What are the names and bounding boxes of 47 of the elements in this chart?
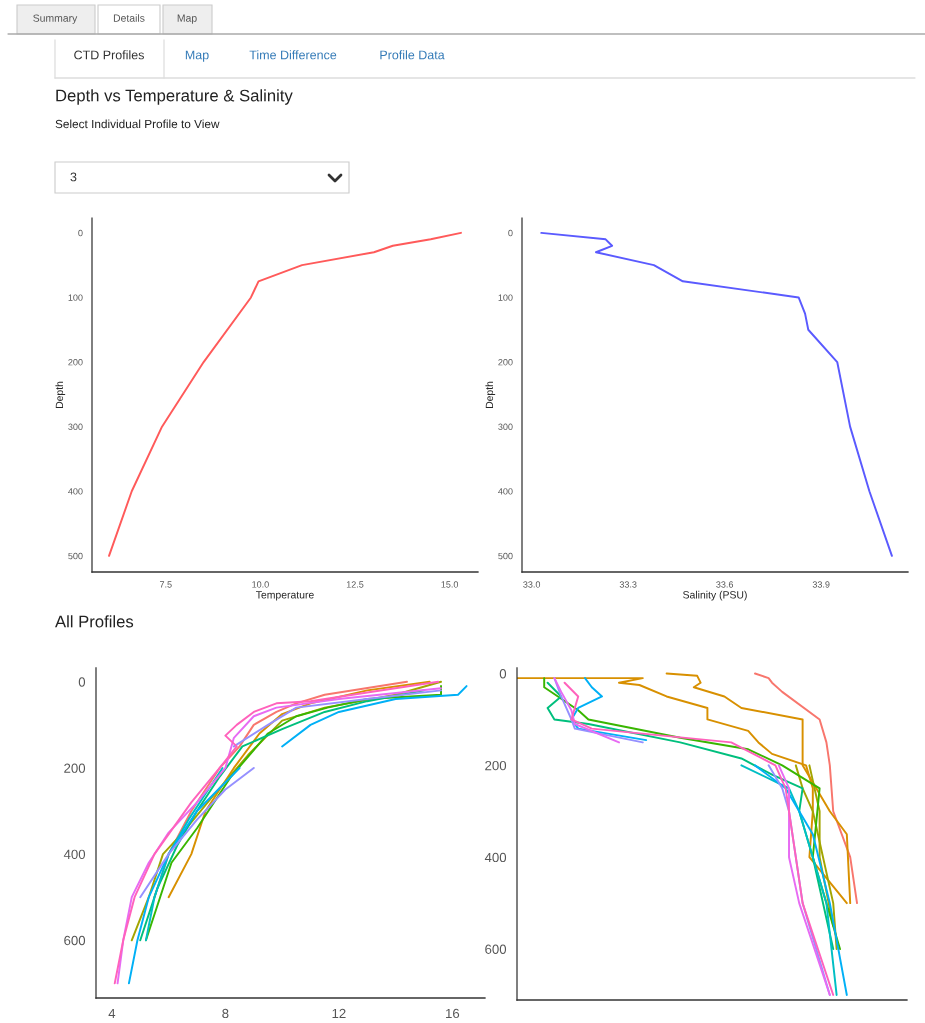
x-tick-label: 15.0 bbox=[441, 581, 459, 588]
y-axis-title: Depth bbox=[485, 381, 496, 409]
y-tick-label: 200 bbox=[485, 760, 507, 771]
y-tick-label: 200 bbox=[68, 359, 83, 366]
text: 3 bbox=[70, 172, 77, 182]
y-tick-label: 0 bbox=[78, 229, 83, 237]
y-tick-label: 100 bbox=[68, 294, 83, 301]
y-tick-label: 600 bbox=[64, 935, 86, 946]
text: Time Difference bbox=[249, 50, 337, 60]
y-tick-label: 0 bbox=[499, 669, 507, 679]
y-axis-title: Depth bbox=[55, 381, 66, 409]
x-tick-label: 33.6 bbox=[716, 581, 734, 588]
text: Details bbox=[113, 14, 145, 22]
y-tick-label: 400 bbox=[63, 849, 86, 860]
x-tick-label: 16 bbox=[446, 1008, 460, 1019]
chart-title: All Profiles bbox=[55, 615, 134, 628]
x-tick-label: 7.5 bbox=[159, 581, 172, 588]
y-tick-label: 0 bbox=[78, 677, 86, 687]
x-tick-label: 33.3 bbox=[619, 581, 637, 588]
y-tick-label: 300 bbox=[68, 423, 83, 431]
x-tick-label: 12 bbox=[332, 1008, 346, 1018]
text: Map bbox=[177, 14, 197, 24]
text: Summary bbox=[33, 14, 78, 24]
y-tick-label: 500 bbox=[498, 552, 513, 560]
y-tick-label: 400 bbox=[484, 852, 507, 863]
y-tick-label: 0 bbox=[508, 229, 513, 237]
text: CTD Profiles bbox=[74, 50, 144, 60]
y-tick-label: 400 bbox=[498, 488, 513, 495]
y-tick-label: 600 bbox=[485, 944, 507, 954]
text: Profile Data bbox=[380, 50, 445, 60]
y-tick-label: 200 bbox=[498, 359, 513, 366]
y-tick-label: 400 bbox=[68, 488, 83, 495]
chart-title: Depth vs Temperature & Salinity bbox=[56, 89, 293, 105]
x-tick-label: 10.0 bbox=[252, 581, 269, 588]
y-tick-label: 300 bbox=[498, 423, 513, 431]
x-tick-label: 4 bbox=[108, 1008, 116, 1018]
x-tick-label: 8 bbox=[222, 1008, 229, 1019]
x-tick-label: 33.9 bbox=[812, 581, 830, 588]
y-tick-label: 100 bbox=[498, 294, 513, 301]
text: Map bbox=[185, 50, 209, 62]
x-tick-label: 12.5 bbox=[346, 581, 364, 588]
y-tick-label: 200 bbox=[64, 763, 86, 773]
x-tick-label: 33.0 bbox=[523, 581, 541, 588]
text: Select Individual Profile to View bbox=[55, 119, 220, 129]
x-axis-title: Salinity (PSU) bbox=[683, 590, 747, 601]
y-tick-label: 500 bbox=[68, 552, 83, 560]
x-axis-title: Temperature bbox=[256, 591, 314, 601]
